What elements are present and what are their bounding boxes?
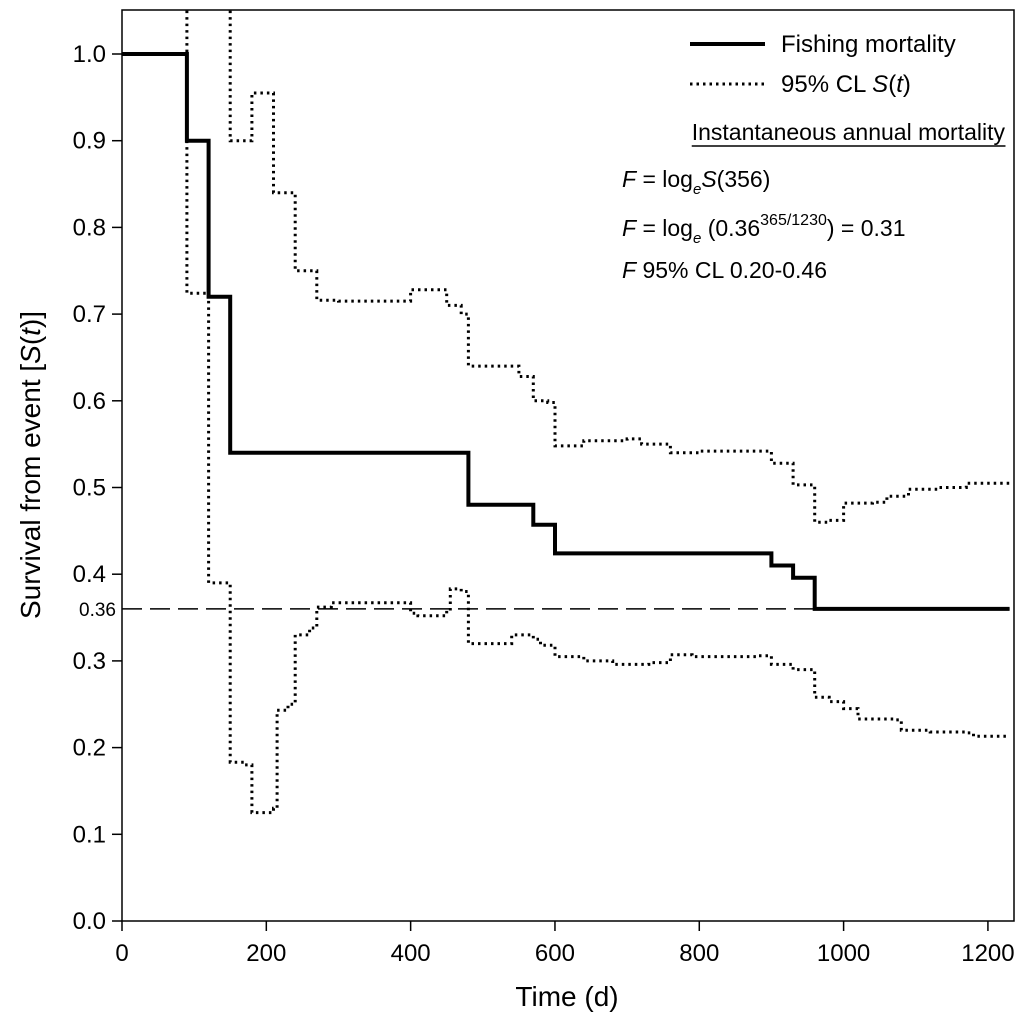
y-tick-label: 0.9 [73, 128, 106, 155]
legend: Fishing mortality 95% CL S(t) [690, 31, 956, 98]
annotation-heading: Instantaneous annual mortality [692, 119, 1006, 145]
x-tick-label: 200 [246, 940, 286, 967]
y-tick-label: 0.5 [73, 475, 106, 502]
x-axis-title: Time (d) [515, 981, 618, 1012]
mortality-annotation: Instantaneous annual mortality F = logeS… [622, 119, 1006, 283]
annotation-line-3: F 95% CL 0.20-0.46 [622, 257, 827, 283]
legend-solid-label: Fishing mortality [781, 31, 956, 58]
annotation-line-2: F = loge (0.36365/1230) = 0.31 [622, 212, 906, 247]
y-tick-label: 0.4 [73, 561, 106, 588]
x-tick-label: 600 [535, 940, 575, 967]
series-upper-95-cl [228, 10, 1012, 524]
series-fishing-mortality [122, 52, 1010, 611]
axis-ticks: 0 200 400 600 800 1000 1200 0.0 0.1 0.2 0.3 0.4 0.5 0… [73, 41, 1015, 967]
reference-line-label: 0.36 [79, 600, 116, 621]
x-tick-label: 800 [679, 940, 719, 967]
series-group [122, 10, 1012, 815]
y-tick-label: 0.2 [73, 735, 106, 762]
plot-frame [121, 9, 1015, 922]
y-tick-label: 0.1 [73, 821, 106, 848]
x-tick-label: 400 [391, 940, 431, 967]
x-tick-label: 1200 [961, 940, 1014, 967]
y-tick-label: 0.6 [73, 388, 106, 415]
x-tick-label: 1000 [817, 940, 870, 967]
y-tick-label: 0.3 [73, 648, 106, 675]
y-tick-label: 0.7 [73, 301, 106, 328]
y-tick-label: 0.8 [73, 214, 106, 241]
y-tick-label: 1.0 [73, 41, 106, 68]
x-tick-label: 0 [115, 940, 128, 967]
annotation-line-1: F = logeS(356) [622, 166, 770, 198]
y-tick-label: 0.0 [73, 908, 106, 935]
y-axis-title: Survival from event [S(t)] [15, 311, 46, 619]
legend-dotted-label: 95% CL S(t) [781, 71, 911, 98]
